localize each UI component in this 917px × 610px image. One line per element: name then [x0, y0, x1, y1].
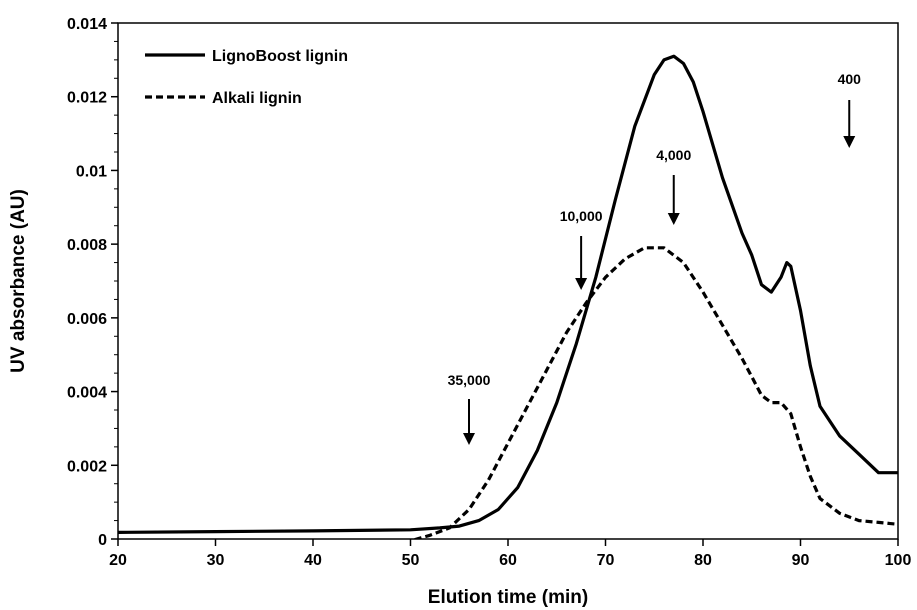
annotation-arrow-head-4: [843, 136, 856, 148]
axes: 0 0.002 0.004 0.006 0.008 0.01 0.012 0.014 20 30 4…: [67, 16, 911, 569]
y-tick-label: 0.006: [67, 311, 107, 328]
annotation-label-4: 400: [838, 71, 862, 87]
series-line-1: [118, 54, 898, 534]
x-tick-label: 100: [885, 552, 912, 569]
annotation-label-1: 35,000: [448, 372, 491, 388]
y-tick-label: 0.002: [67, 458, 107, 475]
x-tick-label: 70: [597, 552, 615, 569]
annotation-label-3: 4,000: [656, 147, 691, 163]
legend-label-1: LignoBoost lignin: [212, 48, 348, 65]
legend-label-2: Alkali lignin: [212, 90, 302, 107]
x-axis-title: Elution time (min): [428, 587, 588, 608]
x-tick-label: 20: [109, 552, 127, 569]
y-tick-label: 0.012: [67, 90, 107, 107]
series-layer: [118, 54, 898, 539]
y-axis-title: UV absorbance (AU): [8, 189, 29, 373]
x-tick-label: 90: [792, 552, 810, 569]
y-tick-label: 0.004: [67, 385, 107, 402]
annotation-label-2: 10,000: [560, 208, 603, 224]
x-tick-label: 50: [402, 552, 420, 569]
annotations-layer: 35,000 10,000 4,000 400: [448, 71, 862, 445]
y-tick-label: 0: [98, 532, 107, 549]
annotation-arrow-head-2: [575, 278, 588, 290]
annotation-arrow-head-1: [463, 433, 475, 445]
x-tick-label: 30: [207, 552, 225, 569]
x-tick-label: 60: [499, 552, 517, 569]
y-tick-label: 0.014: [67, 16, 107, 33]
series-line-2: [410, 246, 898, 539]
x-tick-label: 40: [304, 552, 322, 569]
y-tick-label: 0.008: [67, 237, 107, 254]
legend: LignoBoost lignin Alkali lignin: [145, 48, 348, 107]
annotation-arrow-head-3: [667, 213, 680, 225]
x-tick-label: 80: [694, 552, 712, 569]
y-tick-label: 0.01: [76, 163, 107, 180]
